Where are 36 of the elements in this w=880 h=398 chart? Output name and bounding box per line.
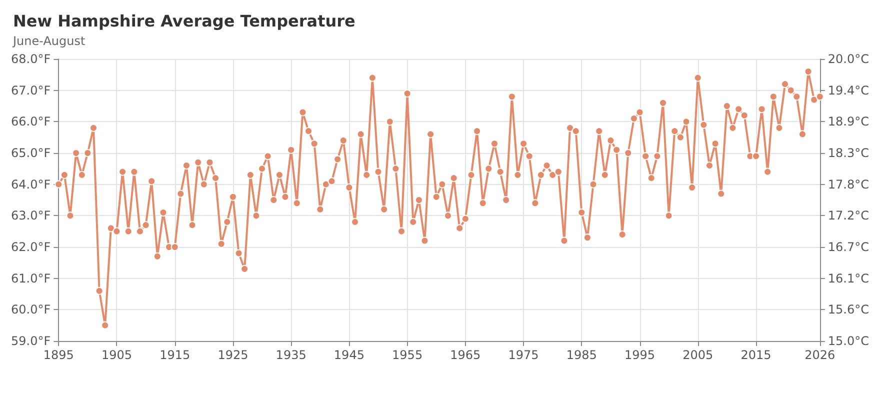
- y-tick-label: 61.0°F: [10, 271, 51, 286]
- x-tick-label: 2015: [740, 348, 772, 362]
- y2-tick-label: 19.4°C: [828, 83, 870, 98]
- y-tick-label: 63.0°F: [10, 208, 51, 223]
- y-tick-label: 60.0°F: [10, 302, 51, 317]
- x-tick-label: 2005: [682, 348, 714, 362]
- chart-title: New Hampshire Average Temperature: [13, 12, 356, 30]
- y2-tick-label: 17.2°C: [828, 208, 870, 223]
- y2-tick-label: 20.0°C: [828, 52, 870, 66]
- y2-tick-label: 18.3°C: [828, 146, 870, 160]
- y2-tick-label: 15.6°C: [828, 302, 870, 317]
- x-tick-label: 1985: [566, 348, 597, 362]
- y-tick-label: 59.0°F: [10, 334, 51, 348]
- x-tick-label: 1975: [508, 348, 539, 362]
- x-tick-label: 1915: [160, 348, 190, 362]
- y-tick-label: 64.0°F: [10, 177, 51, 192]
- y-tick-label: 68.0°F: [10, 52, 51, 66]
- y-tick-label: 67.0°F: [10, 83, 51, 98]
- x-tick-label: 1965: [450, 348, 481, 362]
- y2-tick-label: 15.0°C: [828, 334, 870, 348]
- x-tick-label: 1935: [276, 348, 306, 362]
- y2-tick-label: 18.9°C: [828, 114, 870, 129]
- y-tick-label: 65.0°F: [10, 146, 51, 160]
- y2-tick-label: 17.8°C: [828, 177, 870, 192]
- x-tick-label: 2026: [804, 348, 836, 362]
- chart-subtitle: June-August: [12, 34, 86, 48]
- y-tick-label: 62.0°F: [10, 240, 51, 254]
- x-tick-label: 1925: [218, 348, 248, 362]
- x-tick-label: 1955: [392, 348, 423, 362]
- y-tick-label: 66.0°F: [10, 114, 51, 129]
- x-tick-label: 1995: [624, 348, 656, 362]
- y2-tick-label: 16.1°C: [828, 271, 870, 286]
- x-tick-label: 1905: [101, 348, 132, 362]
- x-tick-label: 1895: [43, 348, 74, 362]
- y2-tick-label: 16.7°C: [828, 240, 870, 254]
- x-tick-label: 1945: [334, 348, 364, 362]
